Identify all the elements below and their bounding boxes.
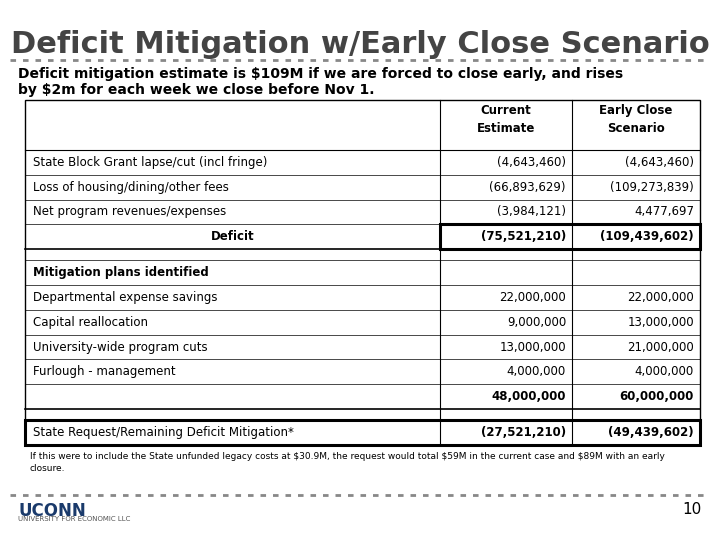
Text: Current
Estimate: Current Estimate <box>477 104 535 135</box>
Text: (49,439,602): (49,439,602) <box>608 426 694 439</box>
Text: Mitigation plans identified: Mitigation plans identified <box>33 266 209 279</box>
Text: Departmental expense savings: Departmental expense savings <box>33 291 217 304</box>
Text: (66,893,629): (66,893,629) <box>490 181 566 194</box>
Bar <box>25 100 700 445</box>
Text: 4,477,697: 4,477,697 <box>634 206 694 219</box>
Text: Capital reallocation: Capital reallocation <box>33 316 148 329</box>
Text: Deficit mitigation estimate is $109M if we are forced to close early, and rises: Deficit mitigation estimate is $109M if … <box>18 67 623 81</box>
Text: by $2m for each week we close before Nov 1.: by $2m for each week we close before Nov… <box>18 83 374 97</box>
Text: Early Close
Scenario: Early Close Scenario <box>599 104 672 135</box>
Text: Net program revenues/expenses: Net program revenues/expenses <box>33 206 226 219</box>
Text: 22,000,000: 22,000,000 <box>627 291 694 304</box>
Text: State Request/Remaining Deficit Mitigation*: State Request/Remaining Deficit Mitigati… <box>33 426 294 439</box>
Text: 13,000,000: 13,000,000 <box>627 316 694 329</box>
Text: UNIVERSITY FOR ECONOMIC LLC: UNIVERSITY FOR ECONOMIC LLC <box>18 516 130 522</box>
Text: 21,000,000: 21,000,000 <box>627 341 694 354</box>
Text: 60,000,000: 60,000,000 <box>620 390 694 403</box>
Text: (4,643,460): (4,643,460) <box>625 156 694 169</box>
Text: (27,521,210): (27,521,210) <box>481 426 566 439</box>
Text: 10: 10 <box>683 502 702 517</box>
Text: (109,439,602): (109,439,602) <box>600 230 694 243</box>
Text: Loss of housing/dining/other fees: Loss of housing/dining/other fees <box>33 181 229 194</box>
Bar <box>440 224 700 249</box>
Text: 13,000,000: 13,000,000 <box>500 341 566 354</box>
Text: (3,984,121): (3,984,121) <box>497 206 566 219</box>
Text: Deficit: Deficit <box>211 230 254 243</box>
Text: University-wide program cuts: University-wide program cuts <box>33 341 207 354</box>
Text: UCONN: UCONN <box>18 502 86 520</box>
Text: 22,000,000: 22,000,000 <box>499 291 566 304</box>
Text: Furlough - management: Furlough - management <box>33 366 176 379</box>
Text: 48,000,000: 48,000,000 <box>492 390 566 403</box>
Text: (4,643,460): (4,643,460) <box>497 156 566 169</box>
Text: (75,521,210): (75,521,210) <box>481 230 566 243</box>
Bar <box>25 420 700 445</box>
Text: State Block Grant lapse/cut (incl fringe): State Block Grant lapse/cut (incl fringe… <box>33 156 267 169</box>
Text: 9,000,000: 9,000,000 <box>507 316 566 329</box>
Text: 4,000,000: 4,000,000 <box>507 366 566 379</box>
Text: 4,000,000: 4,000,000 <box>635 366 694 379</box>
Text: Deficit Mitigation w/Early Close Scenario: Deficit Mitigation w/Early Close Scenari… <box>11 30 709 59</box>
Text: If this were to include the State unfunded legacy costs at $30.9M, the request w: If this were to include the State unfund… <box>30 452 665 473</box>
Text: (109,273,839): (109,273,839) <box>611 181 694 194</box>
